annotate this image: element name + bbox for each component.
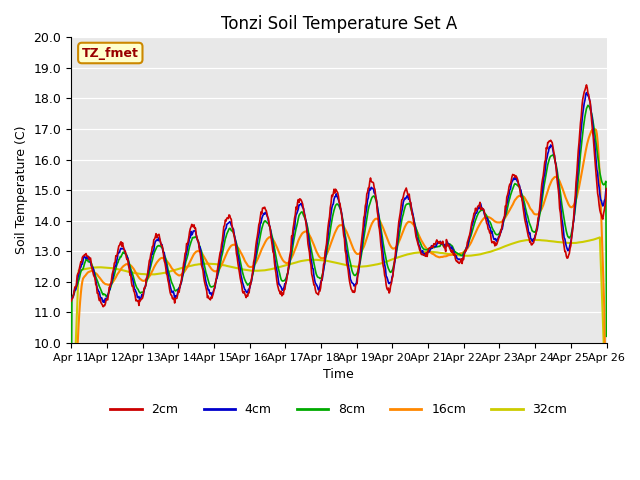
Y-axis label: Soil Temperature (C): Soil Temperature (C) — [15, 126, 28, 254]
Text: TZ_fmet: TZ_fmet — [82, 47, 139, 60]
Title: Tonzi Soil Temperature Set A: Tonzi Soil Temperature Set A — [221, 15, 457, 33]
X-axis label: Time: Time — [323, 368, 354, 381]
Legend: 2cm, 4cm, 8cm, 16cm, 32cm: 2cm, 4cm, 8cm, 16cm, 32cm — [106, 398, 572, 421]
